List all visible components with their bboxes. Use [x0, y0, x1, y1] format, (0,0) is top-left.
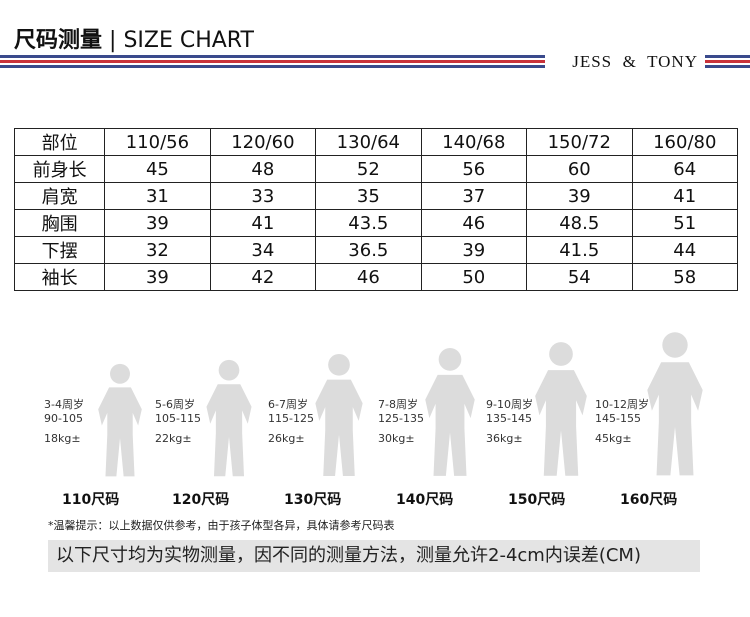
- value-cell: 39: [420, 236, 528, 264]
- age: 10-12周岁: [595, 398, 649, 411]
- value-cell: 50: [420, 263, 528, 291]
- value-cell: 52: [315, 155, 422, 183]
- silhouette: [647, 332, 703, 476]
- row-label: 下摆: [13, 236, 106, 264]
- header-cell: 150/72: [526, 128, 633, 156]
- value-cell: 64: [631, 155, 739, 183]
- value-cell: 35: [315, 182, 422, 210]
- value-cell: 51: [631, 209, 739, 237]
- brand-amp: &: [622, 52, 637, 71]
- value-cell: 31: [104, 182, 211, 210]
- header-cell: 110/56: [104, 128, 211, 156]
- table-row: 下摆 32 34 36.5 39 41.5 44: [13, 236, 739, 264]
- table-row: 袖长 39 42 46 50 54 58: [13, 263, 739, 291]
- stripes: [0, 55, 750, 68]
- weight: 22kg±: [155, 432, 192, 445]
- value-cell: 33: [209, 182, 317, 210]
- weight: 18kg±: [44, 432, 81, 445]
- value-cell: 36.5: [315, 236, 422, 264]
- title-en: SIZE CHART: [123, 28, 254, 53]
- size-label: 160尺码: [620, 492, 678, 508]
- separator: |: [109, 28, 117, 53]
- header-cell: 120/60: [209, 128, 317, 156]
- value-cell: 37: [420, 182, 528, 210]
- value-cell: 39: [104, 263, 211, 291]
- figure-info: 7-8周岁 125-135 30kg±: [378, 398, 424, 446]
- size-label: 150尺码: [508, 492, 566, 508]
- value-cell: 48: [209, 155, 317, 183]
- size-label: 120尺码: [172, 492, 230, 508]
- value-cell: 54: [526, 263, 633, 291]
- value-cell: 41.5: [526, 236, 633, 264]
- weight: 26kg±: [268, 432, 305, 445]
- value-cell: 39: [526, 182, 633, 210]
- table-row: 前身长 45 48 52 56 60 64: [13, 155, 739, 183]
- value-cell: 32: [104, 236, 211, 264]
- figure-info: 6-7周岁 115-125 26kg±: [268, 398, 314, 446]
- table-header-row: 部位 110/56 120/60 130/64 140/68 150/72 160/80: [13, 128, 739, 156]
- silhouette: [98, 363, 142, 477]
- value-cell: 46: [315, 263, 422, 291]
- figure-info: 9-10周岁 135-145 36kg±: [486, 398, 533, 446]
- row-label: 前身长: [13, 155, 106, 183]
- height-range: 105-115: [155, 412, 201, 425]
- value-cell: 48.5: [526, 209, 633, 237]
- title: 尺码测量 | SIZE CHART: [14, 22, 254, 54]
- figure-info: 3-4周岁 90-105 18kg±: [44, 398, 84, 446]
- figure-info: 10-12周岁 145-155 45kg±: [595, 398, 649, 446]
- height-range: 115-125: [268, 412, 314, 425]
- size-label: 140尺码: [396, 492, 454, 508]
- table-row: 胸围 39 41 43.5 46 48.5 51: [13, 209, 739, 237]
- value-cell: 45: [104, 155, 211, 183]
- age: 9-10周岁: [486, 398, 533, 411]
- header-cell: 130/64: [315, 128, 422, 156]
- header-cell: 160/80: [631, 128, 739, 156]
- value-cell: 34: [209, 236, 317, 264]
- height-range: 90-105: [44, 412, 83, 425]
- row-label: 胸围: [13, 209, 106, 237]
- age: 5-6周岁: [155, 398, 195, 411]
- size-table: 部位 110/56 120/60 130/64 140/68 150/72 160/80 前身…: [13, 128, 739, 291]
- weight: 36kg±: [486, 432, 523, 445]
- row-label: 袖长: [13, 263, 106, 291]
- brand: JESS & TONY: [572, 52, 698, 72]
- value-cell: 41: [209, 209, 317, 237]
- height-range: 125-135: [378, 412, 424, 425]
- age: 7-8周岁: [378, 398, 418, 411]
- header-cell: 部位: [13, 128, 106, 156]
- header-cell: 140/68: [420, 128, 528, 156]
- figure-info: 5-6周岁 105-115 22kg±: [155, 398, 201, 446]
- height-range: 145-155: [595, 412, 641, 425]
- title-cn: 尺码测量: [14, 28, 103, 53]
- value-cell: 39: [104, 209, 211, 237]
- height-range: 135-145: [486, 412, 532, 425]
- weight: 45kg±: [595, 432, 632, 445]
- weight: 30kg±: [378, 432, 415, 445]
- size-label: 110尺码: [62, 492, 120, 508]
- value-cell: 58: [631, 263, 739, 291]
- age: 3-4周岁: [44, 398, 84, 411]
- brand-left: JESS: [572, 52, 613, 71]
- silhouette: [425, 348, 475, 476]
- value-cell: 46: [420, 209, 528, 237]
- size-label: 130尺码: [284, 492, 342, 508]
- note: *温馨提示：以上数据仅供参考，由于孩子体型各异，具体请参考尺码表: [48, 519, 395, 532]
- value-cell: 56: [420, 155, 528, 183]
- row-label: 肩宽: [13, 182, 106, 210]
- silhouette: [206, 359, 252, 477]
- silhouette: [315, 353, 363, 477]
- value-cell: 43.5: [315, 209, 422, 237]
- table-row: 肩宽 31 33 35 37 39 41: [13, 182, 739, 210]
- brand-right: TONY: [647, 52, 698, 71]
- value-cell: 41: [631, 182, 739, 210]
- value-cell: 44: [631, 236, 739, 264]
- value-cell: 42: [209, 263, 317, 291]
- value-cell: 60: [526, 155, 633, 183]
- age: 6-7周岁: [268, 398, 308, 411]
- silhouette: [535, 342, 587, 476]
- footer: 以下尺寸均为实物测量，因不同的测量方法，测量允许2-4cm内误差(CM): [48, 540, 700, 572]
